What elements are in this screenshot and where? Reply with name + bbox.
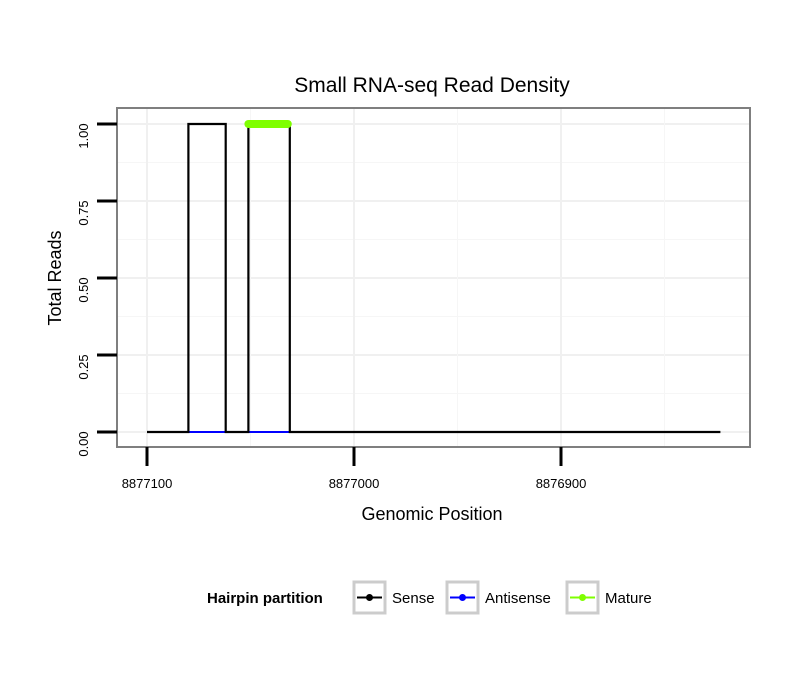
- legend-key-point: [459, 594, 466, 601]
- x-tick-label: 8877100: [122, 476, 173, 491]
- y-axis-label: Total Reads: [45, 230, 65, 325]
- legend-key-point: [579, 594, 586, 601]
- legend-key-point: [366, 594, 373, 601]
- y-tick-label: 0.25: [76, 354, 91, 379]
- y-tick-label: 0.00: [76, 431, 91, 456]
- x-tick-label: 8877000: [329, 476, 380, 491]
- legend-title: Hairpin partition: [207, 590, 323, 607]
- series-line-sense: [147, 122, 721, 434]
- data-series: [147, 120, 721, 434]
- y-tick-label: 0.75: [76, 200, 91, 225]
- chart-title: Small RNA-seq Read Density: [294, 74, 570, 97]
- legend-label: Antisense: [485, 590, 551, 607]
- x-axis-label: Genomic Position: [361, 504, 502, 524]
- legend: Hairpin partition Sense Antisense Mature: [207, 580, 652, 615]
- y-tick-label: 1.00: [76, 123, 91, 148]
- axes: 0.00 0.25 0.50 0.75 1.00 8877100 8877000 887690…: [76, 122, 587, 491]
- legend-label: Sense: [392, 590, 435, 607]
- legend-label: Mature: [605, 590, 652, 607]
- y-tick-label: 0.50: [76, 277, 91, 302]
- x-tick-label: 8876900: [536, 476, 587, 491]
